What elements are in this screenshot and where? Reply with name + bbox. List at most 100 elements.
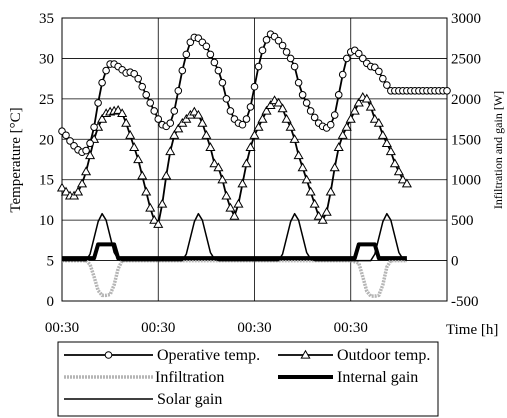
data-point-circle <box>326 120 335 129</box>
data-point-triangle <box>333 142 344 152</box>
data-point-circle <box>134 74 142 83</box>
data-point-triangle <box>293 150 304 160</box>
data-point-triangle <box>261 105 272 115</box>
legend-label: Internal gain <box>337 369 418 386</box>
data-point-circle <box>186 38 195 47</box>
data-point-triangle <box>381 138 392 147</box>
data-point-circle <box>238 120 247 129</box>
data-point-triangle <box>76 178 88 188</box>
x-axis-ticks: 00:30 00:30 00:30 00:30 <box>45 320 368 336</box>
data-point-circle <box>138 82 147 91</box>
y2-tick-label: 3000 <box>451 11 481 27</box>
data-point-circle <box>298 91 307 99</box>
y2-tick-label: -500 <box>451 294 479 310</box>
data-point-circle <box>286 54 295 63</box>
data-point-triangle <box>161 170 172 180</box>
data-point-triangle <box>245 142 256 152</box>
series-line <box>62 242 407 261</box>
data-point-triangle <box>129 142 140 152</box>
data-point-triangle <box>213 162 224 172</box>
data-point-triangle <box>341 121 352 131</box>
series-infiltration <box>62 258 407 298</box>
data-point-triangle <box>201 130 212 139</box>
legend-marker <box>300 349 311 359</box>
data-point-triangle <box>281 113 292 123</box>
data-point-triangle <box>60 186 72 196</box>
data-point-triangle <box>257 113 268 123</box>
series-internal-gain <box>62 242 407 261</box>
data-point-circle <box>142 91 151 99</box>
data-point-triangle <box>401 178 412 188</box>
data-point-triangle <box>369 113 380 123</box>
data-point-triangle <box>277 103 288 113</box>
y2-tick-label: 0 <box>451 254 459 270</box>
data-point-triangle <box>193 109 204 119</box>
y-tick-label: 0 <box>47 294 55 310</box>
data-point-circle <box>290 62 299 71</box>
x-tick-label: 00:30 <box>45 320 79 336</box>
data-point-circle <box>98 78 106 87</box>
data-point-triangle <box>253 121 264 131</box>
data-point-triangle <box>81 166 92 176</box>
data-point-circle <box>246 103 255 111</box>
data-point-triangle <box>85 150 96 160</box>
data-point-circle <box>222 95 231 103</box>
legend-label: Operative temp. <box>157 347 260 364</box>
data-point-triangle <box>309 198 320 208</box>
data-point-circle <box>130 69 138 78</box>
data-point-circle <box>274 36 283 45</box>
chart-marks <box>56 30 451 298</box>
data-point-circle <box>375 67 383 76</box>
data-point-circle <box>242 115 251 123</box>
data-point-circle <box>94 99 102 107</box>
data-point-triangle <box>141 186 152 196</box>
data-point-circle <box>146 99 155 107</box>
y2-tick-label: 2000 <box>451 92 481 108</box>
data-point-circle <box>150 107 159 115</box>
data-point-circle <box>102 66 110 75</box>
y-tick-label: 30 <box>39 51 54 67</box>
x-tick-label: 00:30 <box>237 320 271 336</box>
data-point-triangle <box>265 100 276 109</box>
data-point-triangle <box>237 178 248 188</box>
legend: Operative temp. Outdoor temp. Infiltration… <box>57 341 439 417</box>
data-point-triangle <box>249 130 260 139</box>
y-axis-ticks: 0 5 10 15 20 25 30 35 <box>39 11 54 310</box>
data-point-circle <box>258 46 267 55</box>
legend-marker <box>104 351 113 359</box>
data-point-triangle <box>349 105 360 115</box>
data-point-circle <box>62 131 70 140</box>
data-point-circle <box>443 86 451 95</box>
y2-axis-label: Infiltration and gain [W] <box>491 91 505 209</box>
data-point-circle <box>210 58 219 67</box>
data-point-triangle <box>225 202 236 212</box>
data-point-triangle <box>157 198 168 208</box>
data-point-triangle <box>233 198 244 208</box>
data-point-circle <box>310 113 319 122</box>
data-point-circle <box>166 119 175 127</box>
data-point-triangle <box>297 162 308 172</box>
data-point-triangle <box>273 97 284 107</box>
data-point-circle <box>226 107 235 115</box>
data-point-circle <box>218 78 227 87</box>
y2-axis-ticks: -500 0 500 1000 1500 2000 2500 3000 <box>451 11 481 310</box>
data-point-triangle <box>317 214 328 224</box>
y-tick-label: 10 <box>39 213 54 229</box>
data-point-circle <box>358 54 367 63</box>
data-point-triangle <box>113 104 124 114</box>
y-tick-label: 35 <box>39 11 54 27</box>
y2-tick-label: 1500 <box>451 132 481 148</box>
data-point-triangle <box>301 174 312 184</box>
data-point-circle <box>294 78 303 87</box>
data-point-triangle <box>56 182 68 192</box>
data-point-circle <box>330 111 339 119</box>
data-point-triangle <box>385 146 396 156</box>
y-axis-label: Temperature [°C] <box>8 107 24 212</box>
data-point-triangle <box>313 210 324 220</box>
legend-label: Outdoor temp. <box>337 347 430 364</box>
data-point-triangle <box>165 146 176 156</box>
plot-frame <box>61 17 448 302</box>
y-tick-label: 5 <box>47 254 55 270</box>
legend-label: Infiltration <box>155 369 224 386</box>
